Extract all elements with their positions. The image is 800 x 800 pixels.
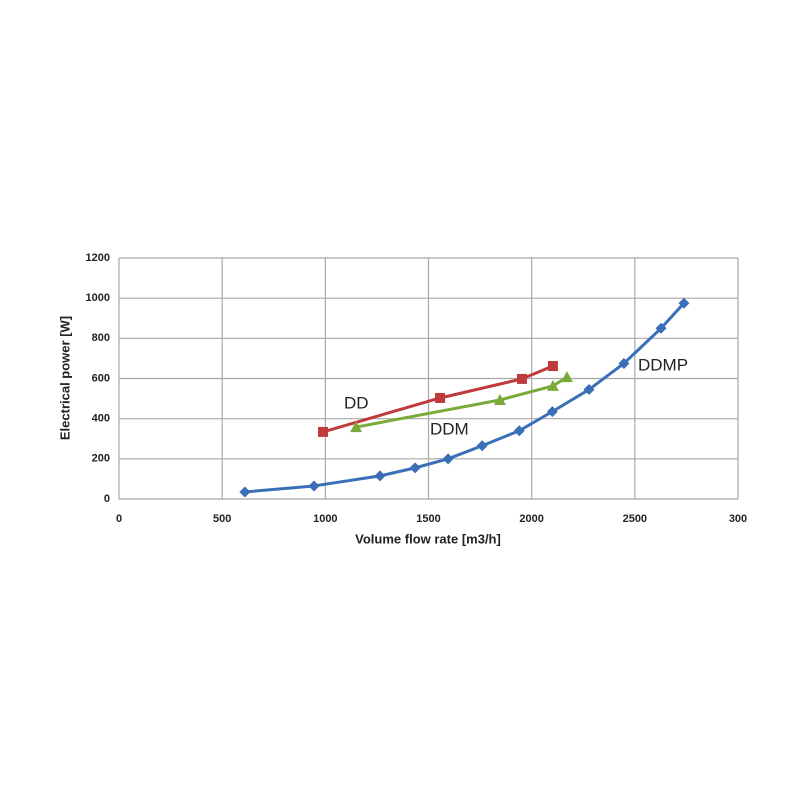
marker [547,361,558,372]
x-tick-label: 2000 [519,513,543,525]
marker [678,297,690,309]
series-label: DDM [430,419,469,438]
marker [442,453,454,465]
marker [318,426,329,437]
marker [560,371,573,383]
marker [308,480,320,492]
marker [374,470,386,482]
y-tick-label: 0 [104,493,110,505]
x-axis-label: Volume flow rate [m3/h] [355,531,501,546]
series-label: DD [344,393,369,412]
marker [546,379,559,391]
marker [513,425,525,437]
x-tick-label: 1000 [313,513,337,525]
y-axis-label: Electrical power [W] [57,316,72,440]
marker [239,486,251,498]
marker [493,393,506,405]
x-tick-label: 500 [213,513,231,525]
series-line [244,302,686,494]
marker [516,373,527,384]
marker [435,392,446,403]
series-line [355,375,568,429]
marker [350,421,363,433]
x-tick-label: 2500 [623,513,647,525]
series-label: DDMP [638,355,688,374]
y-tick-label: 1000 [86,292,110,304]
marker [583,384,595,396]
y-tick-label: 1200 [86,252,110,264]
series-line [322,364,554,434]
x-tick-label: 1500 [416,513,440,525]
y-tick-label: 200 [92,453,110,465]
marker [655,322,667,334]
marker [409,462,421,474]
y-tick-label: 600 [92,372,110,384]
y-tick-label: 400 [92,413,110,425]
x-tick-label: 300 [729,513,747,525]
marker [476,440,488,452]
y-tick-label: 800 [92,332,110,344]
marker [618,357,630,369]
marker [546,406,558,418]
x-tick-label: 0 [116,513,122,525]
